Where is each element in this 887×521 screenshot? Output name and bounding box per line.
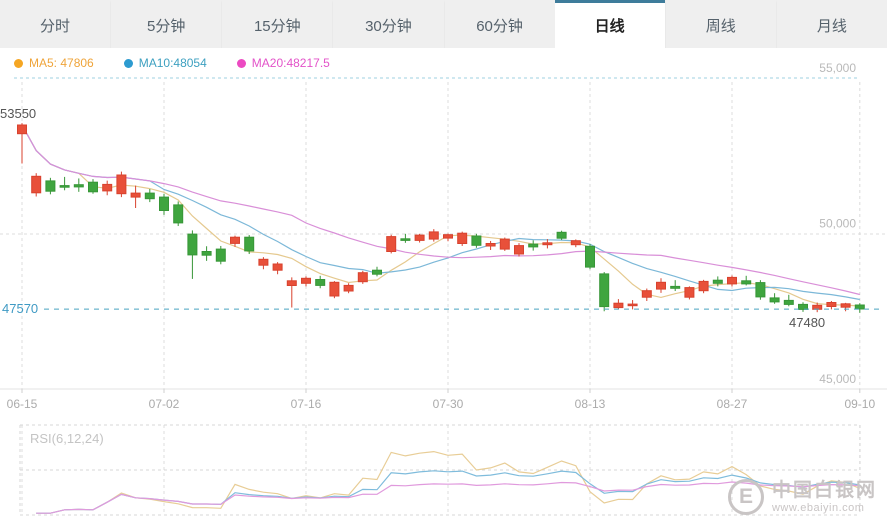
ma10-value: MA10:48054 bbox=[138, 56, 207, 70]
watermark-title: 中国白银网 bbox=[771, 479, 877, 501]
ma5-dot-icon bbox=[14, 58, 23, 68]
svg-text:08-27: 08-27 bbox=[717, 397, 748, 411]
svg-text:06-15: 06-15 bbox=[7, 397, 38, 411]
svg-text:53550: 53550 bbox=[0, 106, 36, 121]
svg-text:07-02: 07-02 bbox=[149, 397, 180, 411]
tab-15min[interactable]: 15分钟 bbox=[221, 0, 332, 48]
ma-legend: MA5: 47806 MA10:48054 MA20:48217.5 bbox=[14, 56, 330, 70]
tab-time-sharing[interactable]: 分时 bbox=[40, 18, 71, 35]
svg-text:50,000: 50,000 bbox=[819, 217, 856, 231]
svg-text:RSI(6,12,24): RSI(6,12,24) bbox=[30, 431, 104, 446]
ma20-dot-icon bbox=[236, 58, 246, 68]
tab-60min[interactable]: 60分钟 bbox=[443, 0, 555, 48]
svg-text:09-10: 09-10 bbox=[844, 397, 875, 411]
svg-text:47570: 47570 bbox=[2, 301, 38, 316]
watermark-url: www.ebaiyin.com bbox=[771, 501, 865, 514]
ma20-value: MA20:48217.5 bbox=[251, 56, 330, 70]
ma5-value: MA5: 47806 bbox=[29, 56, 94, 70]
interval-tabbar: 分时 5分钟 15分钟 30分钟 60分钟 日线 周线 月线 bbox=[0, 0, 887, 48]
svg-text:55,000: 55,000 bbox=[819, 61, 856, 75]
tab-weekly[interactable]: 周线 bbox=[664, 0, 776, 48]
svg-text:07-16: 07-16 bbox=[291, 397, 322, 411]
tab-5min[interactable]: 5分钟 bbox=[110, 0, 221, 48]
svg-text:45,000: 45,000 bbox=[819, 372, 856, 386]
tab-30min[interactable]: 30分钟 bbox=[332, 0, 443, 48]
ma10-legend-item: MA10:48054 bbox=[123, 56, 207, 70]
tab-daily[interactable]: 日线 bbox=[554, 0, 665, 48]
ma5-legend-item: MA5: 47806 bbox=[14, 56, 94, 70]
ma10-dot-icon bbox=[123, 58, 133, 68]
svg-text:07-30: 07-30 bbox=[433, 397, 464, 411]
svg-text:47480: 47480 bbox=[789, 315, 825, 330]
watermark: E 中国白银网 www.ebaiyin.com bbox=[727, 479, 877, 515]
svg-text:08-13: 08-13 bbox=[575, 397, 606, 411]
candlestick-chart[interactable]: 55,000 50,000 45,000 06-15 07-02 07-16 07-30 08… bbox=[0, 48, 887, 521]
ma20-legend-item: MA20:48217.5 bbox=[236, 56, 330, 70]
tab-monthly[interactable]: 月线 bbox=[775, 0, 887, 48]
ebaiyin-logo-icon: E bbox=[727, 479, 764, 515]
